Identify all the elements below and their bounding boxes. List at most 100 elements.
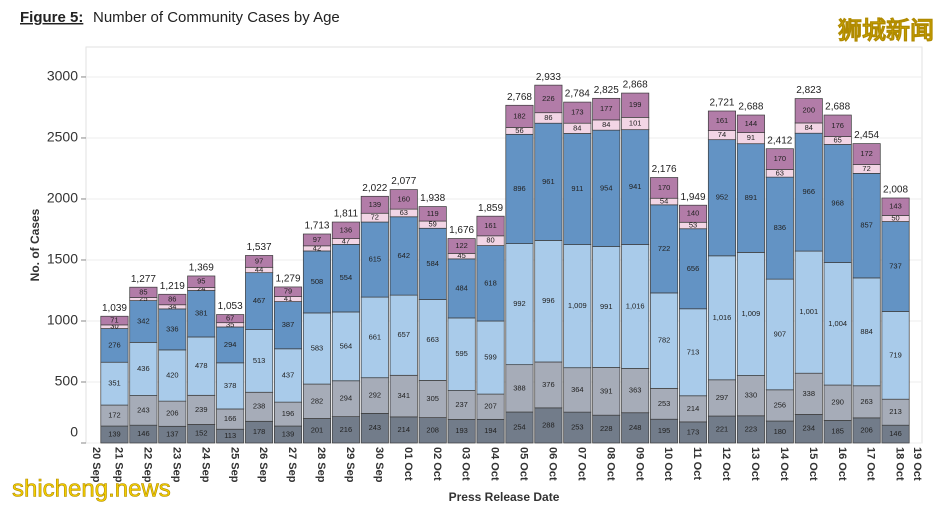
segment-label: 178 [253,427,266,436]
segment-label: 71 [110,316,118,325]
segment-label: 391 [600,386,613,395]
bar-segment [418,206,447,222]
bar-segment [505,133,534,244]
segment-label: 237 [455,400,468,409]
segment-label: 656 [687,264,700,273]
segment-label: 207 [484,402,497,411]
segment-label: 248 [629,423,642,432]
x-tick-label: 11 Oct [691,447,703,480]
segment-label: 297 [716,393,729,402]
bar-segment [621,129,650,245]
segment-label: 782 [658,336,671,345]
bar-segment [302,418,331,444]
bar-segment [823,144,852,263]
bar-segment [794,98,823,124]
segment-label: 160 [397,194,410,203]
bar-segment [360,413,389,444]
segment-label: 737 [889,261,902,270]
bar-segment [187,336,216,396]
bar-segment [447,390,476,420]
bar-segment [534,84,563,114]
segment-label: 91 [747,133,755,142]
segment-label: 85 [139,287,147,296]
x-tick-label: 17 Oct [865,447,877,481]
segment-label: 254 [513,422,526,431]
segment-label: 173 [687,427,700,436]
segment-label: 564 [340,341,353,350]
segment-label: 80 [486,236,494,245]
bar-segment [302,312,331,385]
segment-label: 276 [108,340,121,349]
x-tick-label: 08 Oct [604,447,616,481]
segment-label: 253 [571,423,584,432]
segment-label: 256 [774,400,787,409]
total-label: 2,688 [825,102,850,113]
bar-segment [881,311,910,400]
segment-label: 139 [282,430,295,439]
x-tick-label: 07 Oct [575,447,587,481]
segment-label: 221 [716,425,729,434]
y-axis-title: No. of Cases [28,208,42,281]
x-tick-label: 28 Sep [315,447,327,483]
bar-segment [679,395,708,423]
x-tick-label: 26 Sep [257,447,269,483]
x-tick-label: 10 Oct [662,447,674,481]
segment-label: 201 [311,426,324,435]
segment-label: 161 [484,221,497,230]
segment-label: 713 [687,347,700,356]
segment-label: 968 [831,198,844,207]
segment-label: 243 [137,405,150,414]
segment-label: 213 [889,407,902,416]
segment-label: 45 [457,251,465,260]
segment-label: 208 [426,425,439,434]
x-tick-label: 30 Sep [373,447,385,483]
segment-label: 63 [776,168,784,177]
bar-segment [592,367,621,416]
segment-label: 941 [629,182,642,191]
segment-label: 113 [224,431,236,440]
x-tick-label: 15 Oct [807,447,819,481]
segment-label: 172 [860,149,873,158]
segment-label: 911 [571,184,583,193]
bar-segment [823,384,852,421]
bar-segment [216,314,245,324]
segment-label: 200 [802,106,815,115]
bar-segment [447,317,476,391]
bar-segment [765,278,794,391]
x-tick-label: 21 Sep [113,447,125,483]
segment-label: 484 [455,283,468,292]
segment-label: 139 [108,430,121,439]
segment-label: 1,001 [799,307,818,316]
x-tick-label: 25 Sep [228,447,240,483]
segment-label: 657 [397,330,410,339]
total-label: 2,022 [362,183,387,194]
segment-label: 1,016 [713,313,732,322]
x-tick-label: 05 Oct [518,447,530,481]
segment-label: 86 [544,113,552,122]
bar-segment [158,349,187,402]
segment-label: 338 [802,389,815,398]
x-tick-label: 01 Oct [402,447,414,481]
segment-label: 661 [369,332,382,341]
total-label: 1,938 [420,193,445,204]
segment-label: 146 [889,429,902,438]
segment-label: 216 [340,425,353,434]
bar-segment [216,326,245,364]
figure-label: Figure 5: [20,9,83,26]
x-tick-label: 23 Sep [170,447,182,483]
segment-label: 101 [629,118,642,127]
x-tick-label: 09 Oct [633,447,645,481]
segment-label: 857 [860,221,873,230]
bar-segment [650,387,679,420]
segment-label: 1,009 [568,301,587,310]
bar-segment [245,329,274,393]
segment-label: 180 [774,427,787,436]
total-label: 1,811 [334,209,359,220]
segment-label: 253 [658,399,671,408]
bar-segment [389,294,418,376]
bar-segment [187,394,216,425]
total-label: 2,008 [883,185,908,196]
bar-segment [245,391,274,422]
x-tick-label: 13 Oct [749,447,761,481]
segment-label: 170 [774,154,787,163]
